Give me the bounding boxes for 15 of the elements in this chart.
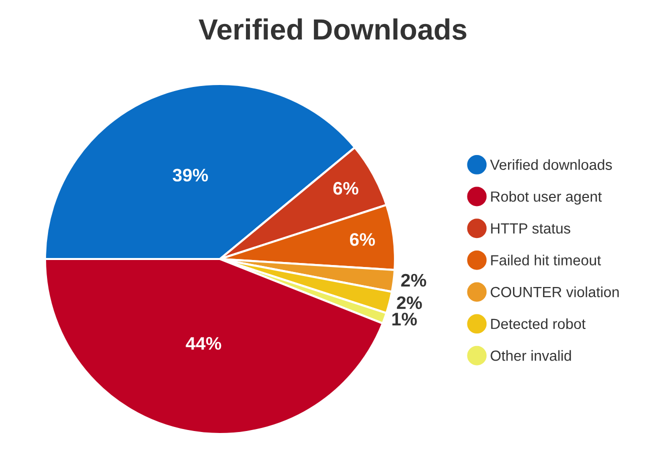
legend-label: Robot user agent <box>491 191 602 205</box>
legend-label: Other invalid <box>490 350 571 361</box>
legend-label: COUNTER violation <box>490 286 619 298</box>
data-label: 1% <box>392 312 417 326</box>
data-label: 2% <box>396 296 422 310</box>
chart-title: Verified Downloads <box>198 18 466 40</box>
legend-label: Verified downloads <box>490 159 612 170</box>
data-label: 39% <box>172 168 208 182</box>
legend-label: Detected robot <box>491 318 586 330</box>
legend-label: Failed hit timeout <box>491 254 601 266</box>
legend-label: HTTP status <box>491 223 570 234</box>
data-label: 2% <box>401 274 426 287</box>
data-label: 6% <box>333 182 358 195</box>
data-label: 6% <box>350 233 375 246</box>
data-label: 44% <box>186 337 222 350</box>
